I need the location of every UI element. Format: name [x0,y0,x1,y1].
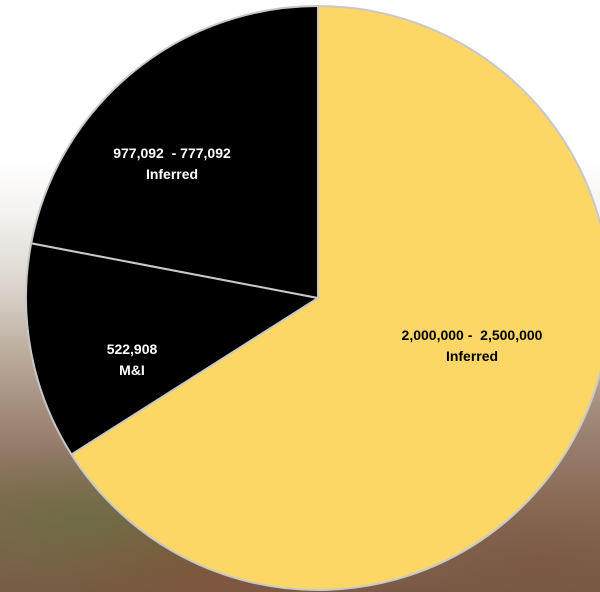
slice-label: 977,092 - 777,092 Inferred [113,145,231,182]
slice-value-label: 977,092 - 777,092 [113,145,231,161]
slice-category-label: Inferred [446,348,498,364]
mi-slice [25,242,321,456]
slice-category-label: Inferred [146,166,198,182]
slice-category-label: M&I [119,362,145,378]
pie-labels: 2,000,000 - 2,500,000 Inferred 522,908 M&I 9… [107,145,543,378]
slice-label: 522,908 M&I [107,341,158,378]
slice-value-label: 522,908 [107,341,158,357]
inferred-low-slice [30,4,319,300]
pie-slices [25,4,600,591]
inferred-high-slice [70,4,600,591]
slice-label: 2,000,000 - 2,500,000 Inferred [402,327,543,364]
slice-value-label: 2,000,000 - 2,500,000 [402,327,543,343]
